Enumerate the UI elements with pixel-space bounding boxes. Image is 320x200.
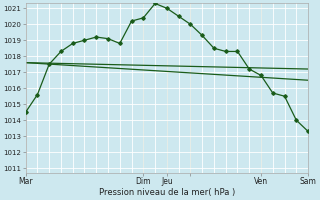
X-axis label: Pression niveau de la mer( hPa ): Pression niveau de la mer( hPa ): [99, 188, 235, 197]
